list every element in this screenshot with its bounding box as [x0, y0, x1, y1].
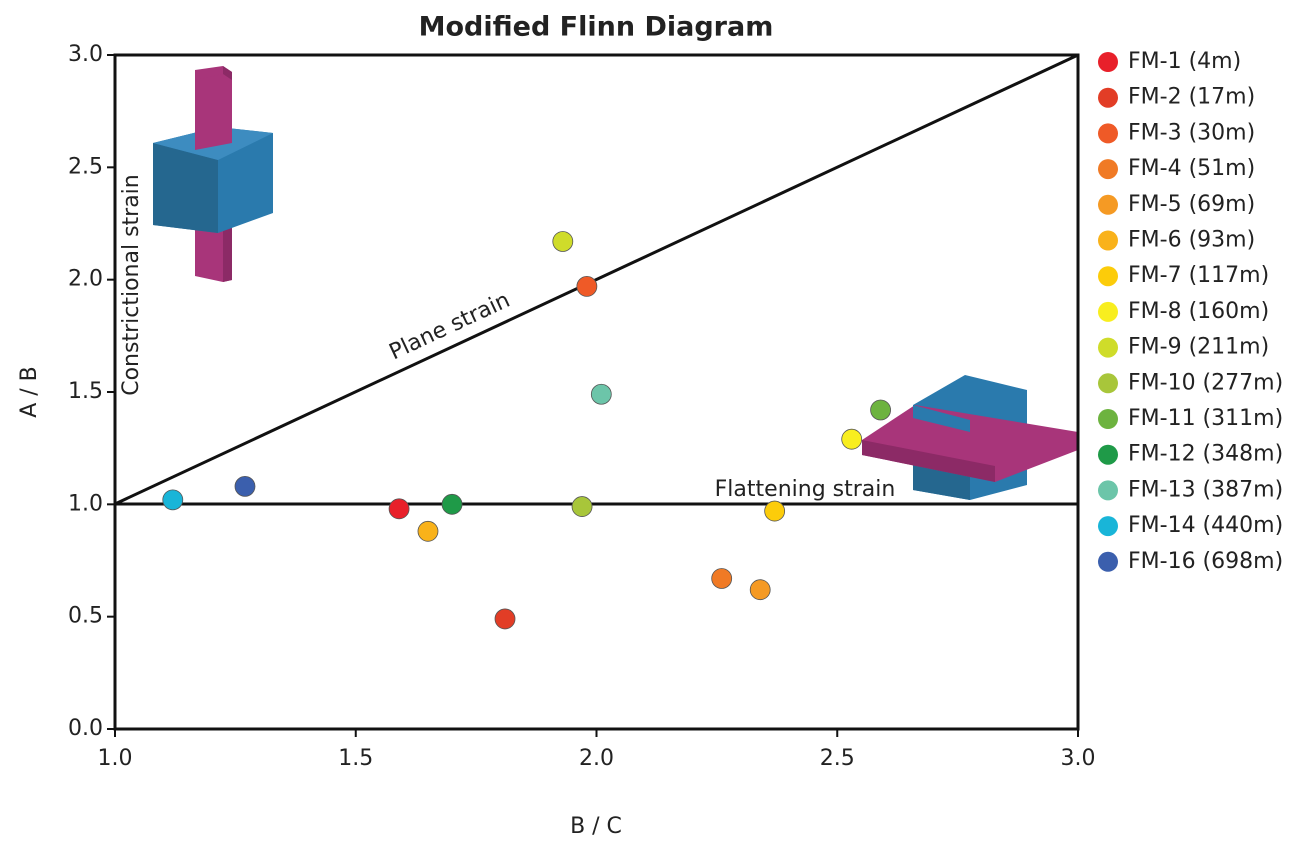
legend-label: FM-8 (160m)	[1128, 299, 1269, 324]
y-tick-label: 2.5	[68, 154, 103, 179]
legend-label: FM-4 (51m)	[1128, 156, 1255, 181]
x-axis-label: B / C	[570, 814, 622, 839]
legend-label: FM-2 (17m)	[1128, 85, 1255, 110]
legend-label: FM-14 (440m)	[1128, 513, 1283, 538]
legend-marker	[1098, 266, 1118, 286]
legend-marker	[1098, 123, 1118, 143]
legend-marker	[1098, 445, 1118, 465]
data-point	[871, 400, 891, 420]
legend-label: FM-13 (387m)	[1128, 477, 1283, 502]
legend-marker	[1098, 302, 1118, 322]
data-point	[389, 499, 409, 519]
data-point	[495, 609, 515, 629]
legend-label: FM-5 (69m)	[1128, 192, 1255, 217]
legend-marker	[1098, 231, 1118, 251]
x-tick-label: 1.0	[98, 746, 133, 771]
data-point	[442, 494, 462, 514]
data-point	[750, 580, 770, 600]
legend-marker	[1098, 480, 1118, 500]
chart-title: Modified Flinn Diagram	[419, 12, 774, 43]
legend-marker	[1098, 52, 1118, 72]
legend-marker	[1098, 338, 1118, 358]
legend-label: FM-9 (211m)	[1128, 335, 1269, 360]
legend-marker	[1098, 88, 1118, 108]
y-tick-label: 2.0	[68, 267, 103, 292]
data-point	[591, 384, 611, 404]
legend-marker	[1098, 373, 1118, 393]
legend-marker	[1098, 409, 1118, 429]
annotation: Flattening strain	[715, 477, 896, 502]
y-tick-label: 1.0	[68, 491, 103, 516]
y-axis-label: A / B	[17, 366, 42, 418]
data-point	[577, 276, 597, 296]
legend-label: FM-1 (4m)	[1128, 49, 1241, 74]
annotation: Constrictional strain	[119, 174, 144, 396]
legend-label: FM-16 (698m)	[1128, 549, 1283, 574]
data-point	[418, 521, 438, 541]
legend-label: FM-3 (30m)	[1128, 120, 1255, 145]
x-tick-label: 2.5	[820, 746, 855, 771]
data-point	[765, 501, 785, 521]
legend-marker	[1098, 195, 1118, 215]
y-tick-label: 0.0	[68, 716, 103, 741]
x-tick-label: 1.5	[338, 746, 373, 771]
data-point	[572, 497, 592, 517]
chart: Modified Flinn Diagram B / C A / B Plane…	[0, 0, 1315, 842]
legend-marker	[1098, 516, 1118, 536]
y-tick-label: 3.0	[68, 42, 103, 67]
legend-label: FM-10 (277m)	[1128, 370, 1283, 395]
legend-label: FM-12 (348m)	[1128, 442, 1283, 467]
data-point	[235, 476, 255, 496]
legend-label: FM-7 (117m)	[1128, 263, 1269, 288]
legend-marker	[1098, 159, 1118, 179]
data-point	[712, 568, 732, 588]
constriction-icon	[153, 66, 273, 282]
legend-label: FM-11 (311m)	[1128, 406, 1283, 431]
x-tick-label: 3.0	[1061, 746, 1096, 771]
data-point	[553, 231, 573, 251]
x-tick-label: 2.0	[579, 746, 614, 771]
y-tick-label: 1.5	[68, 379, 103, 404]
data-point	[163, 490, 183, 510]
legend-label: FM-6 (93m)	[1128, 228, 1255, 253]
data-point	[842, 429, 862, 449]
y-tick-label: 0.5	[68, 604, 103, 629]
legend-marker	[1098, 552, 1118, 572]
